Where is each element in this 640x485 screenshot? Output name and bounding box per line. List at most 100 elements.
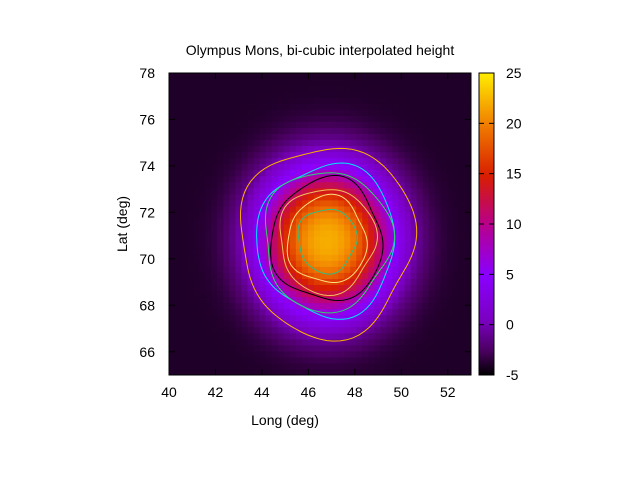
- heatmap-cell: [295, 356, 303, 364]
- heatmap-cell: [410, 103, 418, 110]
- heatmap-cell: [338, 79, 345, 86]
- heatmap-cell: [193, 284, 200, 292]
- heatmap-cell: [229, 254, 237, 261]
- heatmap-cell: [392, 344, 400, 352]
- heatmap-cell: [464, 217, 471, 225]
- heatmap-cell: [307, 242, 315, 249]
- heatmap-cell: [326, 272, 333, 279]
- heatmap-cell: [211, 266, 218, 273]
- heatmap-cell: [446, 320, 454, 328]
- heatmap-cell: [428, 115, 436, 122]
- heatmap-cell: [217, 187, 224, 195]
- heatmap-cell: [295, 254, 303, 261]
- heatmap-cell: [452, 278, 460, 285]
- heatmap-cell: [362, 362, 369, 370]
- heatmap-cell: [416, 308, 424, 316]
- heatmap-cell: [241, 242, 249, 249]
- heatmap-cell: [464, 350, 471, 358]
- heatmap-cell: [175, 193, 182, 201]
- heatmap-cell: [301, 103, 309, 110]
- heatmap-cell: [386, 368, 394, 375]
- heatmap-cell: [404, 230, 412, 237]
- heatmap-cell: [247, 362, 255, 370]
- heatmap-cell: [253, 187, 261, 195]
- heatmap-cell: [295, 97, 303, 104]
- heatmap-cell: [211, 79, 218, 86]
- heatmap-cell: [307, 236, 315, 243]
- heatmap-cell: [169, 109, 176, 116]
- heatmap-cell: [241, 314, 249, 322]
- heatmap-cell: [187, 332, 194, 340]
- heatmap-cell: [440, 163, 448, 171]
- heatmap-cell: [386, 248, 394, 255]
- heatmap-cell: [416, 97, 424, 104]
- heatmap-cell: [259, 362, 267, 370]
- heatmap-cell: [217, 175, 224, 183]
- heatmap-cell: [271, 133, 279, 141]
- heatmap-cell: [320, 205, 327, 213]
- heatmap-cell: [229, 320, 237, 328]
- heatmap-cell: [320, 350, 327, 358]
- heatmap-cell: [422, 139, 430, 147]
- heatmap-cell: [380, 187, 388, 195]
- heatmap-cell: [247, 290, 255, 298]
- heatmap-cell: [211, 103, 218, 110]
- heatmap-cell: [458, 163, 466, 171]
- heatmap-cell: [241, 224, 249, 231]
- heatmap-cell: [356, 356, 363, 364]
- heatmap-cell: [229, 139, 237, 147]
- heatmap-cell: [392, 199, 400, 207]
- heatmap-cell: [326, 266, 333, 273]
- heatmap-cell: [362, 350, 369, 358]
- heatmap-cell: [205, 236, 212, 243]
- heatmap-cell: [205, 224, 212, 231]
- heatmap-cell: [205, 254, 212, 261]
- heatmap-cell: [247, 139, 255, 147]
- heatmap-cell: [211, 163, 218, 171]
- heatmap-cell: [253, 145, 261, 153]
- heatmap-cell: [350, 181, 357, 189]
- heatmap-cell: [428, 224, 436, 231]
- heatmap-cell: [422, 278, 430, 285]
- heatmap-cell: [410, 290, 418, 298]
- heatmap-cell: [301, 350, 309, 358]
- heatmap-cell: [205, 290, 212, 298]
- heatmap-cell: [386, 320, 394, 328]
- heatmap-cell: [211, 284, 218, 292]
- heatmap-cell: [380, 224, 388, 231]
- heatmap-cell: [398, 260, 406, 267]
- heatmap-cell: [295, 272, 303, 279]
- heatmap-cell: [434, 217, 442, 225]
- heatmap-cell: [211, 157, 218, 165]
- heatmap-cell: [326, 320, 333, 328]
- heatmap-cell: [368, 338, 375, 346]
- heatmap-cell: [422, 266, 430, 273]
- heatmap-cell: [181, 266, 188, 273]
- heatmap-cell: [253, 296, 261, 304]
- heatmap-cell: [307, 224, 315, 231]
- heatmap-cell: [434, 73, 442, 80]
- heatmap-cell: [458, 278, 466, 285]
- heatmap-cell: [452, 344, 460, 352]
- heatmap-cell: [247, 193, 255, 201]
- heatmap-cell: [193, 91, 200, 98]
- heatmap-cell: [434, 91, 442, 98]
- heatmap-cell: [398, 344, 406, 352]
- heatmap-cell: [362, 157, 369, 165]
- heatmap-cell: [265, 290, 273, 298]
- heatmap-cell: [446, 230, 454, 237]
- heatmap-cell: [223, 103, 230, 110]
- heatmap-cell: [313, 151, 321, 159]
- heatmap-cell: [223, 326, 230, 334]
- heatmap-cell: [362, 211, 369, 219]
- heatmap-cell: [428, 79, 436, 86]
- heatmap-cell: [332, 103, 339, 110]
- heatmap-cell: [265, 314, 273, 322]
- heatmap-cell: [247, 314, 255, 322]
- heatmap-cell: [199, 109, 206, 116]
- heatmap-cell: [181, 73, 188, 80]
- heatmap-cell: [416, 127, 424, 134]
- heatmap-cell: [283, 338, 291, 346]
- heatmap-cell: [386, 350, 394, 358]
- heatmap-cell: [205, 272, 212, 279]
